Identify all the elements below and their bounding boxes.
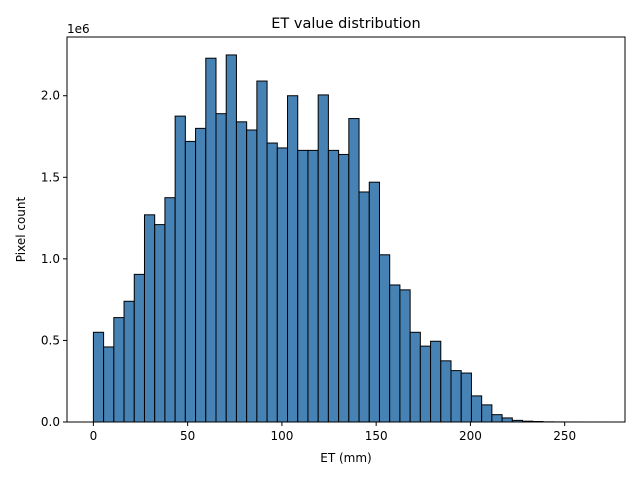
y-tick-label: 1.0	[41, 252, 60, 266]
y-axis-offset-label: 1e6	[67, 22, 90, 36]
y-axis-ticks: 0.0 0.5 1.0 1.5 2.0	[41, 89, 67, 429]
y-tick-label: 2.0	[41, 89, 60, 103]
histogram-bar	[174, 115, 186, 423]
histogram-bar	[409, 331, 421, 423]
histogram-bar	[256, 80, 268, 423]
y-tick-label: 1.5	[41, 170, 60, 184]
histogram-bar	[501, 417, 513, 423]
histogram-bar	[235, 121, 248, 423]
x-tick-label: 0	[90, 429, 98, 443]
histogram-bar	[266, 142, 278, 423]
x-tick-label: 50	[180, 429, 195, 443]
histogram-bar	[358, 191, 370, 423]
x-tick-label: 100	[270, 429, 293, 443]
y-tick-label: 0.0	[41, 415, 60, 429]
histogram-bar	[440, 360, 452, 423]
histogram-bar	[338, 153, 350, 423]
histogram-bar	[460, 372, 472, 423]
histogram-bar	[430, 340, 442, 423]
x-axis-ticks: 0 50 100 150 200 250	[90, 422, 576, 443]
histogram-bar	[287, 95, 299, 423]
histogram-bar	[154, 224, 166, 423]
bars-layer	[92, 54, 605, 423]
y-axis-label: Pixel count	[14, 196, 28, 262]
histogram-bar	[348, 118, 360, 423]
histogram-bar	[205, 57, 217, 423]
histogram-bar	[297, 149, 309, 423]
histogram-bar	[470, 395, 483, 423]
plot-frame	[66, 36, 626, 423]
histogram-bar	[184, 140, 197, 423]
histogram-bar	[307, 149, 319, 423]
histogram-bar	[195, 127, 207, 423]
histogram-bar	[450, 370, 462, 423]
y-tick-label: 0.5	[41, 333, 60, 347]
histogram-bar	[215, 113, 227, 423]
histogram-bar	[378, 254, 391, 423]
histogram-bar	[123, 300, 135, 423]
histogram-bar	[113, 317, 125, 423]
histogram-bar	[491, 414, 503, 423]
x-tick-label: 200	[459, 429, 482, 443]
histogram-bar	[246, 129, 258, 423]
histogram-bar	[419, 345, 432, 423]
histogram-bar	[92, 331, 105, 423]
histogram-bar	[481, 404, 493, 423]
histogram-bar	[225, 54, 237, 423]
histogram-bar	[143, 214, 156, 423]
x-axis-label: ET (mm)	[320, 451, 371, 465]
histogram-bar	[317, 94, 329, 423]
x-tick-label: 250	[553, 429, 576, 443]
histogram-bar	[327, 149, 340, 423]
chart-title: ET value distribution	[271, 16, 420, 32]
histogram-bar	[164, 197, 176, 423]
histogram-bar	[389, 284, 401, 423]
histogram-bar	[133, 273, 145, 423]
histogram-bar	[399, 289, 411, 423]
x-tick-label: 150	[365, 429, 388, 443]
histogram-bar	[368, 181, 380, 423]
histogram-bar	[276, 147, 289, 423]
histogram-bar	[103, 346, 115, 423]
